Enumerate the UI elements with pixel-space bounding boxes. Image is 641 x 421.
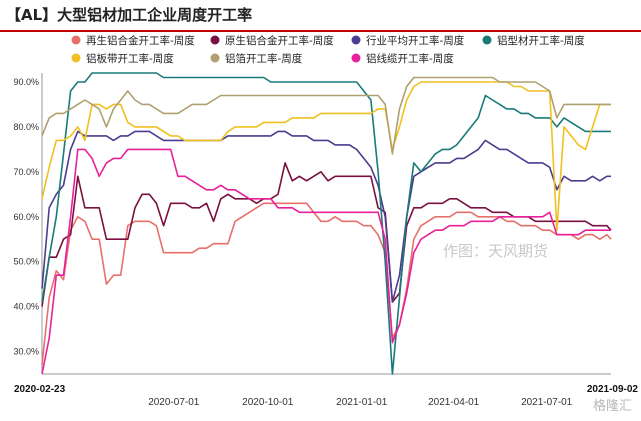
- legend-marker: [71, 35, 81, 45]
- legend-label: 铝型材开工率-周度: [497, 34, 585, 47]
- legend-marker: [482, 35, 492, 45]
- series-line: [41, 76, 611, 155]
- x-tick-label: 2021-09-02: [587, 384, 639, 395]
- legend-marker: [351, 53, 361, 63]
- legend: 再生铝合金开工率-周度 原生铝合金开工率-周度 行业平均开工率-周度 铝型材开工率-周…: [71, 34, 585, 65]
- y-tick-label: 70.0%: [13, 167, 39, 177]
- y-tick-label: 40.0%: [13, 302, 39, 312]
- legend-label: 原生铝合金开工率-周度: [225, 34, 334, 47]
- x-tick-label: 2020-02-23: [14, 384, 66, 395]
- series-line: [41, 72, 611, 375]
- legend-marker: [351, 35, 361, 45]
- legend-marker: [210, 35, 220, 45]
- series-line: [41, 130, 611, 303]
- y-tick-label: 90.0%: [13, 77, 39, 87]
- page-title: 【AL】大型铝材加工企业周度开工率: [6, 6, 253, 24]
- legend-label: 再生铝合金开工率-周度: [86, 34, 195, 47]
- legend-label: 铝板带开工率-周度: [86, 52, 174, 65]
- series-line: [41, 202, 612, 366]
- watermark-text: 作图：天风期货: [443, 242, 548, 260]
- legend-label: 行业平均开工率-周度: [366, 34, 465, 47]
- x-tick-label: 2021-01-01: [336, 397, 388, 408]
- legend-marker: [71, 53, 81, 63]
- legend-label: 铝箔开工率-周度: [225, 52, 303, 65]
- y-tick-label: 80.0%: [13, 122, 39, 132]
- y-tick-label: 30.0%: [13, 347, 39, 357]
- plot-area: [41, 72, 612, 375]
- x-tick-label: 2020-07-01: [148, 397, 200, 408]
- watermark-corner: 格隆汇: [593, 398, 632, 414]
- legend-label: 铝线缆开工率-周度: [366, 52, 454, 65]
- title-divider: [0, 30, 641, 32]
- x-tick-label: 2020-10-01: [242, 397, 294, 408]
- series-line: [41, 162, 612, 307]
- x-tick-label: 2021-07-01: [521, 397, 573, 408]
- y-tick-label: 50.0%: [13, 257, 39, 267]
- series-line: [41, 81, 611, 231]
- series-line: [41, 148, 611, 375]
- x-axis: 2020-02-23 2020-07-01 2020-10-01 2021-01-01…: [14, 373, 639, 408]
- y-axis: 30.0% 40.0% 50.0% 60.0% 70.0% 80.0% 90.0%: [13, 73, 43, 374]
- legend-marker: [210, 53, 220, 63]
- y-tick-label: 60.0%: [13, 212, 39, 222]
- x-tick-label: 2021-04-01: [428, 397, 480, 408]
